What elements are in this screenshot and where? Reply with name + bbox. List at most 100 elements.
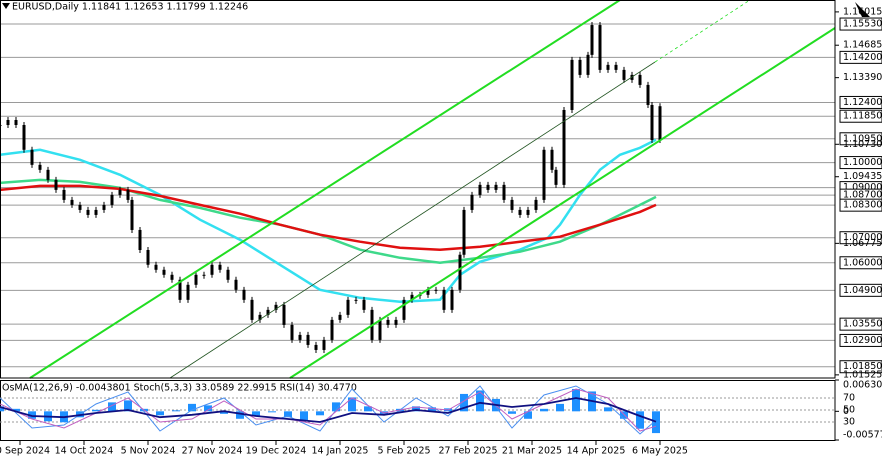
- candle: [210, 264, 214, 275]
- osma-bar: [652, 411, 660, 434]
- x-tick-label: 21 Mar 2025: [502, 446, 562, 457]
- level-label-box: [839, 198, 882, 212]
- osma-bar: [540, 408, 548, 412]
- channel-upper: [29, 0, 621, 379]
- osma-bar: [476, 390, 484, 412]
- candle: [394, 319, 398, 325]
- osma-bar: [300, 411, 308, 421]
- candle: [650, 104, 654, 141]
- candle: [186, 284, 190, 300]
- candle: [586, 54, 590, 75]
- osma-bar: [556, 403, 564, 412]
- oscillator-line: [0, 388, 657, 432]
- channel-middle: [169, 61, 656, 379]
- oscillator-line: [0, 385, 657, 435]
- candle: [526, 209, 530, 215]
- candle: [62, 189, 66, 200]
- main-plot: [0, 22, 835, 368]
- channel-middle-extension: [654, 0, 751, 63]
- osma-bar: [172, 410, 180, 412]
- candle: [486, 184, 490, 190]
- candle: [542, 149, 546, 200]
- candle: [162, 269, 166, 275]
- y-tick-label: 1.01525: [843, 369, 882, 380]
- osma-bar: [188, 403, 196, 412]
- candle: [606, 64, 610, 70]
- x-tick-label: 27 Nov 2024: [182, 446, 243, 457]
- candle: [298, 334, 302, 340]
- osma-bar: [92, 409, 100, 412]
- osma-bar: [316, 411, 324, 416]
- y-tick-label: 1.10730: [843, 139, 882, 150]
- x-tick-label: 27 Feb 2025: [438, 446, 497, 457]
- candle: [86, 209, 90, 215]
- candle: [118, 189, 122, 195]
- candle: [242, 289, 246, 300]
- candle: [226, 269, 230, 280]
- chart-shift-marker[interactable]: [855, 2, 870, 17]
- candle: [154, 264, 158, 270]
- trend-lines: [29, 0, 836, 379]
- level-label-box: [839, 317, 882, 331]
- candle: [94, 209, 98, 215]
- level-label: 1.12400: [843, 97, 882, 108]
- y-tick-label: 1.06775: [843, 238, 882, 249]
- y2-tick-label: 70: [843, 393, 855, 404]
- level-label: 1.14200: [843, 52, 882, 63]
- level-label: 1.02900: [843, 335, 882, 346]
- candle: [306, 334, 310, 345]
- candle: [442, 289, 446, 310]
- osma-bar: [636, 411, 644, 429]
- candle: [130, 199, 134, 230]
- candle: [22, 124, 26, 150]
- oscillator-line: [0, 397, 657, 423]
- candle: [534, 199, 538, 210]
- candle: [510, 199, 514, 210]
- osma-bar: [332, 402, 340, 412]
- candle: [346, 299, 350, 315]
- x-tick-label: 19 Dec 2024: [246, 446, 307, 457]
- level-label-box: [839, 132, 882, 146]
- candle: [502, 184, 506, 200]
- level-label-box: [839, 360, 882, 374]
- osma-bar: [108, 402, 116, 412]
- level-label: 1.08700: [843, 190, 882, 201]
- moving-average: [0, 184, 657, 251]
- candle: [646, 84, 650, 105]
- osma-bar: [236, 411, 244, 419]
- osma-bar: [284, 411, 292, 418]
- level-label: 1.10950: [843, 133, 882, 144]
- candle: [110, 194, 114, 205]
- candle: [146, 249, 150, 265]
- osma-bar: [204, 405, 212, 412]
- osma-bar: [428, 407, 436, 412]
- x-tick-label: 14 Oct 2024: [55, 446, 114, 457]
- candle: [338, 314, 342, 320]
- candle: [354, 299, 358, 301]
- x-tick-label: 14 Apr 2025: [567, 446, 626, 457]
- collapse-icon[interactable]: [2, 3, 10, 9]
- candle: [6, 119, 10, 125]
- candle: [494, 184, 498, 190]
- level-label-box: [839, 156, 882, 170]
- candle: [78, 204, 82, 210]
- level-label: 1.08300: [843, 200, 882, 211]
- level-label-box: [839, 95, 882, 109]
- candle: [126, 189, 130, 200]
- level-label-box: [839, 109, 882, 123]
- candle: [362, 299, 366, 310]
- y2-tick-label: 30: [843, 417, 855, 428]
- candle: [70, 199, 74, 205]
- candle: [378, 319, 382, 340]
- candle: [550, 149, 554, 170]
- candle: [598, 25, 602, 70]
- candle: [258, 314, 262, 320]
- x-tick-label: 5 Feb 2025: [377, 446, 430, 457]
- candle: [250, 299, 254, 320]
- candle: [590, 25, 594, 55]
- candle: [622, 69, 626, 80]
- candle: [14, 119, 18, 125]
- level-label: 1.15530: [843, 19, 882, 30]
- candle: [470, 194, 474, 210]
- channel-lower: [289, 27, 836, 379]
